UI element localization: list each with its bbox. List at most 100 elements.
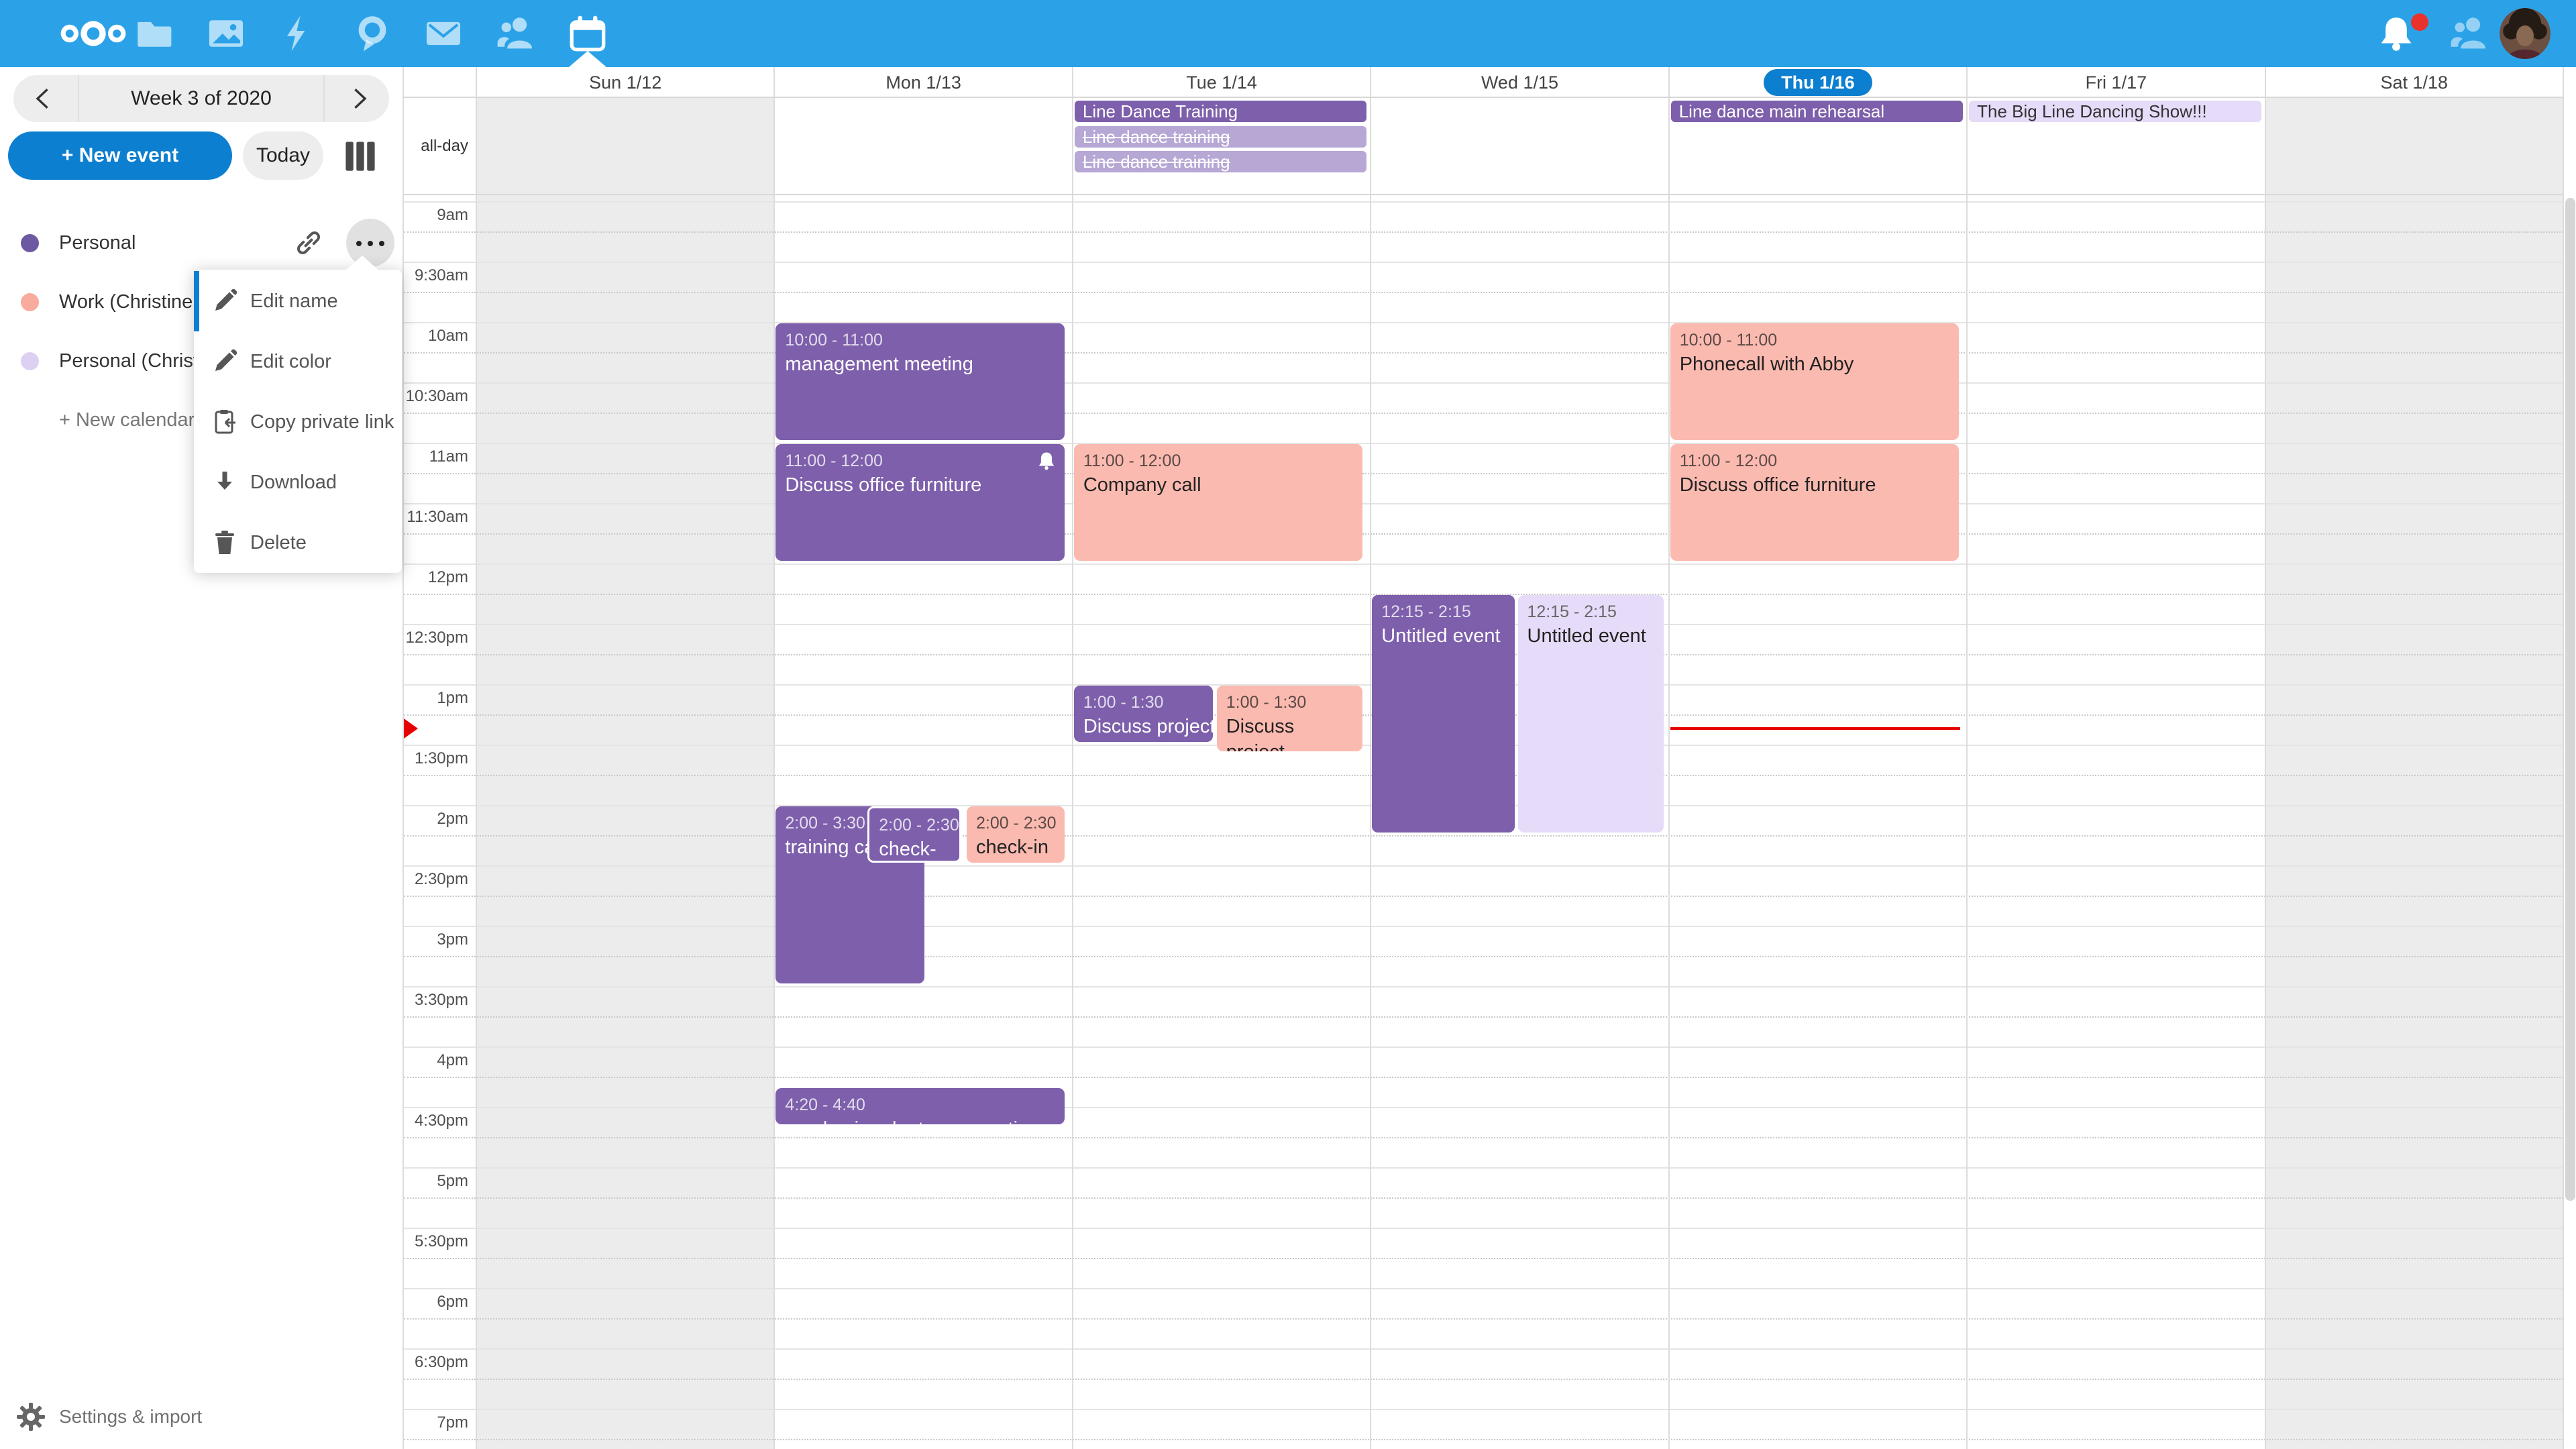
share-link-icon[interactable] (294, 228, 323, 258)
half-hour-line (404, 443, 2563, 444)
allday-event[interactable]: The Big Line Dancing Show!!! (1969, 101, 2261, 122)
time-axis-label: 7pm (437, 1413, 468, 1432)
half-hour-line (404, 1288, 2563, 1289)
app-icon-contacts[interactable] (494, 12, 537, 55)
event[interactable]: 12:15 - 2:15 Untitled event (1372, 595, 1515, 833)
pencil-icon (215, 349, 237, 371)
weekend-shading (476, 98, 775, 1449)
event-time: 10:00 - 11:00 (1679, 331, 1778, 350)
event-time: 4:20 - 4:40 (785, 1095, 865, 1114)
event[interactable]: 1:00 - 1:30 Discuss project announcement (1073, 686, 1213, 742)
event[interactable]: 10:00 - 11:00 Phonecall with Abby (1670, 323, 1960, 440)
day-header[interactable]: Mon 1/13 (885, 72, 961, 93)
column-border (1370, 67, 1372, 1449)
settings-label: Settings & import (59, 1406, 203, 1427)
event[interactable]: 2:00 - 2:30 check-in (966, 806, 1065, 863)
quarter-hour-line (404, 533, 2563, 535)
event[interactable]: 11:00 - 12:00 Company call (1073, 444, 1363, 561)
app-icon-mail[interactable] (422, 12, 465, 55)
allday-event[interactable]: Line dance training (1074, 151, 1367, 172)
event-title: check-in (879, 839, 936, 860)
time-axis-label: 9:30am (414, 266, 468, 284)
calendar-list-item[interactable]: Personal (0, 213, 402, 272)
event[interactable]: 10:00 - 11:00 management meeting (775, 323, 1065, 440)
event-title: management meeting (785, 354, 973, 375)
notifications-bell-icon[interactable] (2375, 12, 2418, 55)
next-week-button[interactable] (343, 84, 373, 113)
event-time: 1:00 - 1:30 (1083, 693, 1164, 712)
menu-item-download[interactable]: Download (194, 452, 402, 513)
gear-icon (17, 1403, 45, 1431)
app-icon-photos[interactable] (205, 12, 248, 55)
day-header[interactable]: Wed 1/15 (1481, 72, 1559, 93)
event[interactable]: 2:00 - 2:30 check-in (867, 806, 961, 863)
calendar-list-item[interactable]: Work (Christine S (0, 272, 402, 331)
event[interactable]: 12:15 - 2:15 Untitled event (1517, 595, 1664, 833)
menu-item-edit-color[interactable]: Edit color (194, 331, 402, 392)
time-axis-label: 1:30pm (414, 749, 468, 767)
event[interactable]: 11:00 - 12:00 Discuss office furniture (1670, 444, 1960, 561)
half-hour-line (404, 382, 2563, 384)
day-header[interactable]: Thu 1/16 (1669, 67, 1967, 97)
day-header[interactable]: Sat 1/18 (2380, 72, 2449, 93)
event[interactable]: 11:00 - 12:00 Discuss office furniture (775, 444, 1065, 561)
app-icon-calendar[interactable] (566, 12, 609, 55)
header-separator (402, 97, 2563, 98)
event-title: Discuss office furniture (785, 474, 982, 496)
allday-event[interactable]: Line Dance Training (1074, 101, 1367, 122)
menu-arrow (345, 256, 379, 270)
menu-item-label: Edit color (250, 351, 331, 372)
allday-event[interactable]: Line dance main rehearsal (1670, 101, 1964, 122)
menu-item-edit-name[interactable]: Edit name (194, 271, 402, 331)
view-switcher-icon[interactable] (343, 140, 377, 173)
settings-and-import[interactable]: Settings & import (0, 1387, 402, 1446)
top-bar (0, 0, 2576, 67)
allday-event[interactable]: Line dance training (1074, 125, 1367, 148)
calendar-list-item[interactable]: Personal (Christi (0, 331, 402, 390)
weekend-shading (2265, 98, 2563, 1449)
scrollbar-thumb[interactable] (2565, 198, 2575, 1201)
focus-indicator (194, 271, 199, 331)
quarter-hour-line (404, 594, 2563, 595)
allday-label: all-day (421, 137, 468, 155)
week-label[interactable]: Week 3 of 2020 (131, 87, 272, 109)
event-title: Untitled event (1527, 625, 1646, 647)
half-hour-line (404, 865, 2563, 867)
event[interactable]: 1:00 - 1:30 Discuss project announcement (1216, 686, 1363, 751)
nextcloud-logo[interactable] (56, 15, 130, 56)
day-header[interactable]: Fri 1/17 (2085, 72, 2147, 93)
app-icon-talk[interactable] (351, 12, 394, 55)
quarter-hour-line (404, 1016, 2563, 1018)
menu-item-copy-private-link[interactable]: Copy private link (194, 392, 402, 452)
menu-item-label: Download (250, 472, 337, 493)
calendar-color-dot (21, 352, 39, 370)
contacts-menu-icon[interactable] (2447, 12, 2490, 55)
quarter-hour-line (404, 473, 2563, 474)
new-calendar-button[interactable]: + New calendar (0, 390, 402, 449)
time-axis-label: 4:30pm (414, 1112, 468, 1130)
previous-week-button[interactable] (30, 84, 59, 113)
time-axis-label: 2pm (437, 810, 468, 828)
avatar[interactable] (2500, 8, 2551, 59)
new-event-button[interactable]: + New event (8, 131, 232, 180)
column-border (2563, 67, 2564, 1449)
notification-dot (2411, 13, 2428, 31)
quarter-hour-line (404, 352, 2563, 354)
today-button[interactable]: Today (243, 131, 323, 180)
event-title: Discuss office furniture (1679, 474, 1876, 496)
new-calendar-label: + New calendar (59, 409, 195, 431)
day-header[interactable]: Sun 1/12 (589, 72, 662, 93)
app-icon-activity[interactable] (277, 12, 320, 55)
clipboard-icon (215, 410, 235, 434)
menu-item-delete[interactable]: Delete (194, 513, 402, 573)
time-axis-label: 10am (427, 327, 468, 345)
time-axis-label: 5:30pm (414, 1232, 468, 1250)
time-axis-label: 12pm (427, 568, 468, 586)
event[interactable]: 4:20 - 4:40 purchasing dept conversation (775, 1088, 1065, 1124)
half-hour-line (404, 1046, 2563, 1048)
event-time: 11:00 - 12:00 (1083, 451, 1181, 470)
day-header[interactable]: Tue 1/14 (1186, 72, 1257, 93)
app-icon-files[interactable] (132, 12, 175, 55)
time-axis-label: 2:30pm (414, 870, 468, 888)
grid-left-border (402, 67, 404, 1449)
